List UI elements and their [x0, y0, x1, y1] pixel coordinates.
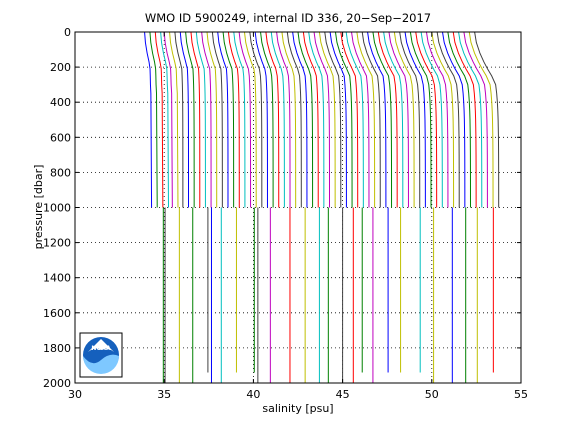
profile-line-shallow	[160, 31, 169, 208]
profile-line-shallow	[313, 31, 330, 208]
profile-line-shallow	[144, 31, 153, 208]
profile-line-shallow	[383, 31, 404, 208]
profile-line-shallow	[179, 31, 190, 208]
profile-line-shallow	[185, 31, 195, 208]
profile-line-shallow	[388, 31, 409, 208]
profile-line-shallow	[281, 31, 297, 208]
profile-line-shallow	[442, 31, 466, 208]
y-tick-label: 1600	[43, 307, 71, 320]
profile-line-shallow	[318, 31, 336, 208]
profile-line-shallow	[468, 31, 494, 208]
profile-line-shallow	[270, 31, 285, 208]
profile-line-shallow	[431, 31, 455, 208]
profile-line-shallow	[436, 31, 460, 208]
axis-ticks: 30 35 40 45 50 55 0 200 400 600 800 1000 1200 1400 160…	[43, 26, 528, 401]
profile-line-shallow	[372, 31, 393, 208]
profile-line-shallow	[243, 31, 257, 208]
y-tick-label: 400	[50, 96, 71, 109]
x-tick-label: 55	[514, 388, 528, 401]
profile-line-shallow	[474, 31, 500, 208]
profile-line-shallow	[169, 31, 179, 208]
x-axis-label: salinity [psu]	[262, 402, 333, 415]
y-tick-label: 1400	[43, 272, 71, 285]
profile-line-shallow	[356, 31, 376, 208]
profile-line-shallow	[260, 31, 274, 208]
profile-line-shallow	[149, 31, 158, 208]
profile-line-shallow	[404, 31, 426, 208]
noaa-logo: NOAA	[79, 332, 123, 378]
profile-line-shallow	[361, 31, 381, 208]
profile-line-shallow	[163, 31, 173, 208]
y-tick-label: 1200	[43, 237, 71, 250]
profile-line-shallow	[415, 31, 438, 208]
profile-line-shallow	[367, 31, 387, 208]
profile-line-shallow	[206, 31, 218, 208]
profile-line-shallow	[238, 31, 252, 208]
profile-line-shallow	[227, 31, 240, 208]
profile-line-shallow	[399, 31, 421, 208]
profile-line-shallow	[254, 31, 268, 208]
y-tick-label: 1800	[43, 342, 71, 355]
profile-line-shallow	[447, 31, 471, 208]
profile-line-shallow	[195, 31, 206, 208]
profile-line-shallow	[458, 31, 483, 208]
profile-line-shallow	[324, 31, 342, 208]
profile-line-shallow	[334, 31, 353, 208]
x-tick-label: 35	[157, 388, 171, 401]
profile-line-shallow	[233, 31, 246, 208]
y-tick-label: 600	[50, 131, 71, 144]
profile-line-shallow	[292, 31, 308, 208]
profile-line-shallow	[409, 31, 432, 208]
y-tick-label: 1000	[43, 202, 71, 215]
profile-line-shallow	[463, 31, 488, 208]
chart-title: WMO ID 5900249, internal ID 336, 20−Sep−…	[145, 11, 431, 25]
y-tick-label: 2000	[43, 377, 71, 390]
profile-line-shallow	[329, 31, 347, 208]
x-tick-label: 30	[68, 388, 82, 401]
logo-wave	[83, 354, 119, 374]
profile-line-shallow	[286, 31, 302, 208]
profile-line-shallow	[190, 31, 201, 208]
profile-line-shallow	[420, 31, 443, 208]
plot-area	[75, 32, 521, 383]
profile-line-shallow	[425, 31, 449, 208]
profile-line-shallow	[154, 31, 164, 208]
profile-series	[144, 31, 500, 383]
y-tick-label: 800	[50, 166, 71, 179]
profile-line-shallow	[174, 31, 184, 208]
profile-line-shallow	[345, 31, 364, 208]
profile-line-shallow	[249, 31, 263, 208]
profile-line-shallow	[302, 31, 319, 208]
x-tick-label: 40	[246, 388, 260, 401]
y-tick-label: 200	[50, 61, 71, 74]
profile-line-shallow	[217, 31, 229, 208]
profile-line-shallow	[351, 31, 370, 208]
profile-line-shallow	[340, 31, 359, 208]
profile-line-shallow	[452, 31, 477, 208]
profile-line-shallow	[377, 31, 398, 208]
logo-text: NOAA	[91, 345, 111, 352]
profile-line-shallow	[265, 31, 280, 208]
profile-line-shallow	[201, 31, 212, 208]
profile-line-shallow	[308, 31, 325, 208]
profile-line-shallow	[297, 31, 314, 208]
y-tick-label: 0	[64, 26, 71, 39]
x-tick-label: 50	[425, 388, 439, 401]
profile-line-shallow	[222, 31, 235, 208]
profile-line-shallow	[276, 31, 291, 208]
profile-line-shallow	[211, 31, 223, 208]
x-tick-label: 45	[336, 388, 350, 401]
logo-bird	[88, 339, 114, 352]
y-axis-label: pressure [dbar]	[32, 165, 45, 250]
profile-line-shallow	[393, 31, 415, 208]
